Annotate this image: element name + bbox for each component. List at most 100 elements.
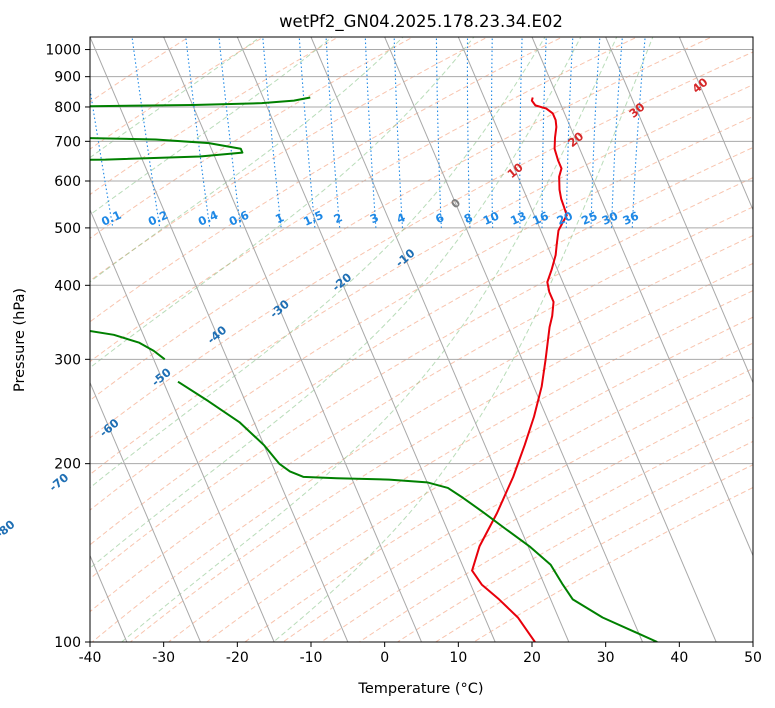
- isotherm-label: -60: [97, 416, 122, 440]
- mixing-ratio-line: [262, 37, 282, 228]
- dry-adiabat-line: [90, 37, 414, 239]
- y-tick-label: 300: [54, 352, 81, 368]
- dry-adiabat-line: [90, 37, 489, 282]
- x-tick-label: -10: [300, 650, 323, 666]
- dry-adiabat-line: [90, 37, 265, 150]
- mixing-ratio-line: [298, 37, 316, 228]
- isotherm-line: [678, 37, 753, 212]
- mixing-ratio-line: [90, 85, 114, 228]
- dry-adiabat-line: [282, 367, 753, 642]
- mixing-ratio-label: 1.5: [301, 208, 325, 229]
- moist-adiabat-line: [90, 37, 262, 159]
- mixing-ratio-label: 3: [368, 210, 381, 226]
- dewpoint-profile-line: [90, 137, 244, 161]
- y-tick-label: 400: [54, 278, 81, 294]
- dry-adiabat-line: [90, 37, 564, 323]
- dry-adiabat-line: [90, 51, 753, 439]
- y-tick-label: 800: [54, 100, 81, 116]
- dry-adiabat-line: [320, 392, 753, 642]
- y-tick-label: 500: [54, 221, 81, 237]
- mixing-ratio-line: [541, 37, 547, 228]
- mixing-ratio-line: [131, 37, 161, 228]
- y-tick-label: 700: [54, 134, 81, 150]
- y-tick-label: 1000: [45, 43, 81, 59]
- mixing-ratio-label: 30: [600, 209, 620, 228]
- plot-frame: [89, 36, 754, 643]
- dry-adiabat-line: [244, 342, 753, 642]
- mixing-ratio-label: 0.6: [227, 208, 251, 229]
- x-tick-label: -20: [226, 650, 249, 666]
- isotherm-label: -70: [46, 470, 71, 494]
- dry-adiabat-line: [396, 440, 753, 642]
- dry-adiabat-line: [90, 37, 639, 363]
- dry-adiabat-line: [90, 37, 190, 103]
- mixing-ratio-line: [491, 37, 494, 228]
- mixing-ratio-label: 0.1: [99, 208, 123, 229]
- isotherm-line: [90, 381, 201, 642]
- chart-title: wetPf2_GN04.2025.178.23.34.E02: [279, 12, 563, 32]
- isotherm-label: -40: [204, 323, 229, 347]
- mixing-ratio-label: 13: [508, 209, 528, 228]
- mixing-ratio-label: 8: [462, 210, 475, 226]
- dry-adiabat-line: [90, 177, 753, 580]
- mixing-ratio-line: [610, 37, 623, 228]
- y-tick-label: 600: [54, 174, 81, 190]
- isotherm-line: [384, 37, 643, 642]
- mixing-ratio-line: [218, 37, 242, 228]
- grid-layer: [90, 37, 753, 642]
- dewpoint-profile-line: [90, 329, 166, 361]
- isotherm-label: -80: [0, 517, 18, 541]
- mixing-ratio-label: 10: [481, 209, 501, 228]
- moist-adiabat-line: [121, 37, 618, 642]
- mixing-ratio-line: [435, 37, 442, 228]
- mixing-ratio-label: 25: [579, 209, 599, 228]
- mixing-ratio-line: [466, 37, 471, 228]
- x-axis-label: Temperature (°C): [357, 681, 483, 697]
- mixing-ratio-line: [631, 37, 646, 228]
- isotherm-label: -10: [393, 246, 418, 270]
- x-tick-label: 40: [670, 650, 688, 666]
- mixing-ratio-label: 2: [332, 210, 345, 226]
- dry-adiabat-line: [90, 37, 340, 196]
- moist-adiabat-line: [273, 37, 654, 642]
- dry-adiabat-line: [90, 116, 753, 511]
- isotherm-label: -30: [267, 297, 292, 321]
- mixing-ratio-line: [590, 37, 601, 228]
- isotherm-line: [163, 37, 422, 642]
- isotherm-label: -50: [149, 365, 174, 389]
- isotherm-label: -20: [329, 270, 354, 294]
- isotherm-label: 10: [505, 160, 526, 181]
- mixing-ratio-line: [185, 37, 211, 228]
- mixing-ratio-line: [393, 37, 404, 228]
- isotherm-line: [752, 37, 753, 39]
- y-tick-label: 100: [54, 635, 81, 651]
- moist-adiabat-line: [90, 37, 475, 369]
- x-tick-label: 50: [744, 650, 762, 666]
- isotherm-label: 40: [689, 75, 710, 96]
- dry-adiabat-line: [472, 486, 753, 642]
- x-tick-label: -40: [79, 650, 102, 666]
- mixing-ratio-label: 36: [621, 209, 641, 228]
- mixing-ratio-label: 1: [273, 210, 286, 226]
- isotherm-line: [605, 37, 753, 384]
- x-tick-label: -30: [152, 650, 175, 666]
- x-tick-label: 10: [449, 650, 467, 666]
- dry-adiabat-line: [434, 464, 753, 642]
- series-layer: [90, 96, 658, 642]
- moist-adiabat-line: [90, 37, 404, 283]
- isotherm-line: [236, 37, 496, 642]
- mixing-ratio-line: [565, 37, 574, 228]
- mixing-ratio-line: [519, 37, 523, 228]
- isotherm-line: [531, 37, 753, 557]
- moist-adiabat-line: [90, 37, 546, 489]
- dewpoint-profile-line: [177, 380, 658, 642]
- x-tick-label: 20: [523, 650, 541, 666]
- temperature-profile-line: [471, 97, 568, 642]
- mixing-ratio-label: 0.4: [196, 208, 220, 229]
- dry-adiabat-line: [90, 84, 753, 476]
- isotherm-line: [90, 37, 349, 642]
- mixing-ratio-line: [325, 37, 341, 228]
- dry-adiabat-line: [90, 206, 753, 613]
- mixing-ratio-line: [364, 37, 377, 228]
